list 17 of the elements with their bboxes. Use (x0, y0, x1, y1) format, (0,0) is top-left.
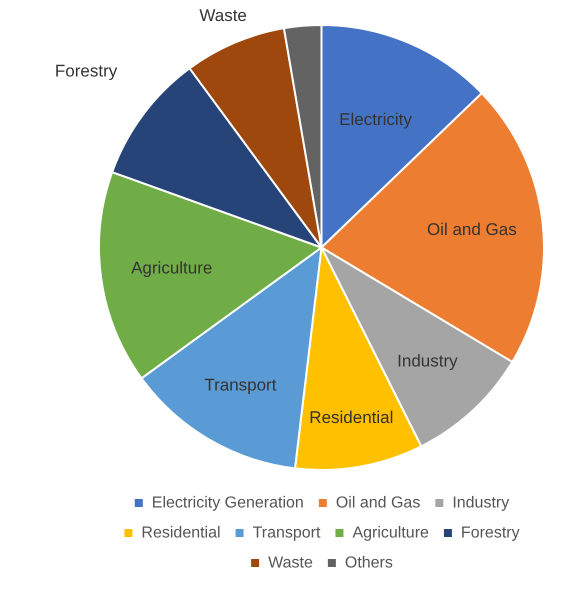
text: Residential (309, 408, 394, 428)
text: Oil and Gas (426, 220, 517, 240)
legend-label: Waste (268, 554, 313, 572)
legend-label: Industry (452, 494, 510, 512)
text: Electricity (339, 110, 412, 130)
text: Industry (397, 351, 458, 370)
text: Waste (199, 6, 247, 25)
legend-label: Agriculture (352, 524, 430, 542)
legend-label: Others (344, 554, 393, 572)
legend-label: Forestry (460, 524, 520, 542)
text: Forestry (54, 62, 118, 81)
legend-label: Transport (252, 524, 321, 542)
legend-label: Residential (141, 524, 221, 542)
text: Transport (204, 375, 277, 394)
legend-label: Electricity Generation (152, 494, 304, 512)
legend-label: Oil and Gas (336, 494, 420, 512)
text: Agriculture (131, 258, 212, 278)
